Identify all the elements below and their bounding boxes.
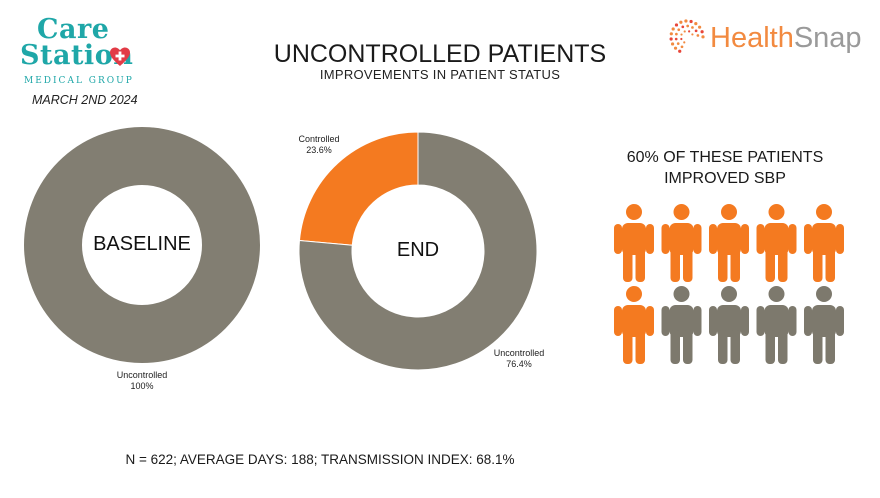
end-controlled-name: Controlled — [298, 134, 340, 144]
healthsnap-logo: HealthSnap — [668, 16, 868, 60]
patients-pictogram — [614, 204, 844, 364]
end-uncontrolled-value: 76.4% — [506, 359, 532, 369]
brand-part-snap: Snap — [793, 22, 862, 54]
healthsnap-mark-icon — [669, 19, 705, 53]
uncontrolled-slice — [24, 127, 260, 363]
person-improved-icon — [614, 286, 654, 364]
person-not-improved-icon — [661, 286, 702, 364]
person-not-improved-icon — [756, 286, 797, 364]
controlled-slice — [299, 132, 419, 246]
brand-part-health: Health — [710, 22, 794, 54]
baseline-uncontrolled-label: Uncontrolled 100% — [92, 370, 192, 392]
end-donut-chart — [299, 132, 537, 370]
end-controlled-value: 23.6% — [306, 145, 332, 155]
stat-line-2: IMPROVED SBP — [664, 170, 786, 187]
baseline-donut-chart — [24, 127, 260, 363]
logo-word-care: Care — [37, 14, 110, 45]
heart-plus-icon — [110, 47, 130, 66]
healthsnap-wordmark: HealthSnap — [710, 22, 862, 55]
end-center-label: END — [396, 239, 440, 261]
person-not-improved-icon — [804, 286, 844, 364]
page-title: UNCONTROLLED PATIENTS — [273, 40, 607, 68]
person-not-improved-icon — [709, 286, 749, 364]
end-uncontrolled-name: Uncontrolled — [493, 348, 545, 358]
logo-subtitle: Medical Group — [24, 76, 134, 86]
baseline-center-label: BASELINE — [93, 233, 191, 255]
uncontrolled-slice — [299, 132, 537, 370]
footer-stats: N = 622; AVERAGE DAYS: 188; TRANSMISSION… — [125, 452, 515, 467]
stat-line-1: 60% OF THESE PATIENTS — [626, 149, 824, 166]
person-improved-icon — [614, 204, 654, 282]
end-controlled-label: Controlled 23.6% — [284, 134, 354, 156]
person-improved-icon — [709, 204, 749, 282]
baseline-uncontrolled-name: Uncontrolled — [116, 370, 168, 380]
care-station-logo: Care Station Medical Group — [18, 14, 148, 94]
improvement-stat: 60% OF THESE PATIENTS IMPROVED SBP — [580, 147, 870, 189]
end-uncontrolled-label: Uncontrolled 76.4% — [484, 348, 554, 370]
person-improved-icon — [804, 204, 844, 282]
page-subtitle: IMPROVEMENTS IN PATIENT STATUS — [319, 67, 561, 82]
baseline-uncontrolled-value: 100% — [130, 381, 154, 391]
report-date: MARCH 2ND 2024 — [32, 93, 138, 107]
person-improved-icon — [756, 204, 797, 282]
person-improved-icon — [661, 204, 702, 282]
